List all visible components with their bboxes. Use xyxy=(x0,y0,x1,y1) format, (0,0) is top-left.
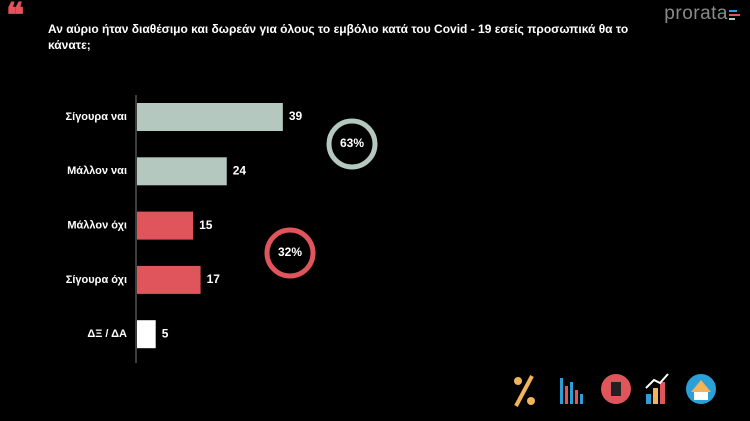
value-label: 5 xyxy=(162,326,169,340)
annotation-ring xyxy=(326,118,378,170)
footer-icons xyxy=(514,373,716,407)
bar xyxy=(137,103,283,131)
value-label: 24 xyxy=(233,163,247,177)
annotation-label: 63% xyxy=(340,136,364,150)
bar xyxy=(137,320,156,349)
annotation-ring xyxy=(264,227,316,279)
category-label: Μάλλον όχι xyxy=(67,220,127,232)
bar xyxy=(137,157,227,186)
brand-bars xyxy=(729,10,740,20)
category-label: Σίγουρα ναι xyxy=(66,111,127,123)
brand-logo: prorata xyxy=(664,3,728,24)
chart-title: Αν αύριο ήταν διαθέσιμο και δωρεάν για ό… xyxy=(48,22,629,52)
value-label: 15 xyxy=(199,218,213,232)
bar xyxy=(137,265,201,294)
category-label: Σίγουρα όχι xyxy=(66,274,127,286)
value-label: 17 xyxy=(207,272,221,286)
category-label: ΔΞ / ΔΑ xyxy=(87,328,127,340)
value-label: 39 xyxy=(289,109,303,123)
bar xyxy=(137,211,194,240)
annotation-label: 32% xyxy=(278,245,302,259)
category-label: Μάλλον ναι xyxy=(67,165,127,177)
quote-mark: ❝ xyxy=(6,0,24,36)
